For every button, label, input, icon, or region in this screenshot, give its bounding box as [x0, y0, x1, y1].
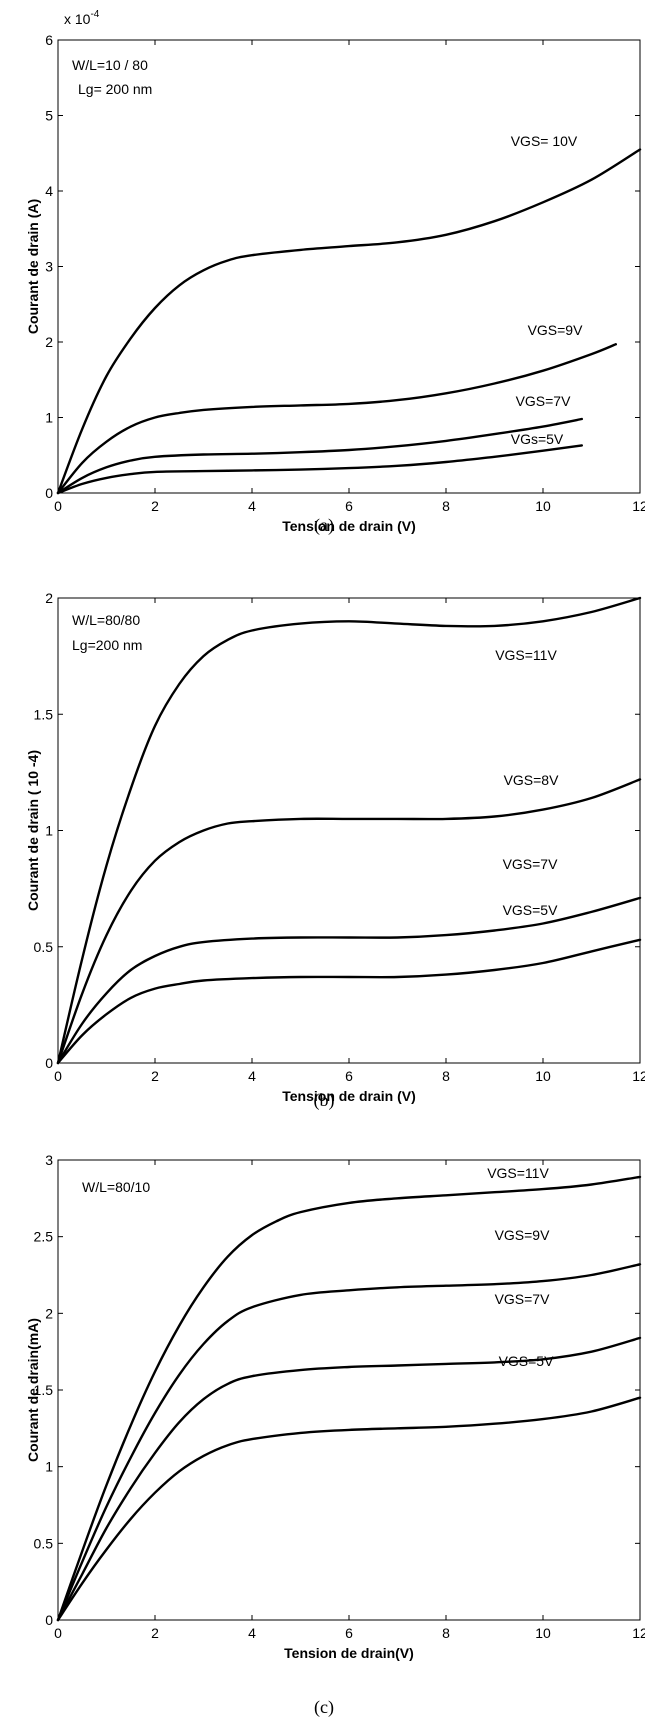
x-tick-label: 4	[248, 498, 256, 514]
series-label: VGS=8V	[504, 772, 560, 788]
x-tick-label: 0	[54, 1068, 62, 1084]
y-tick-label: 2.5	[34, 1229, 54, 1245]
y-tick-label: 1	[45, 823, 53, 839]
series-line-3	[56, 1336, 642, 1622]
y-tick-label: 2	[45, 590, 53, 606]
y-tick-label: 0	[45, 485, 53, 501]
x-tick-label: 8	[442, 498, 450, 514]
series-line-4	[56, 444, 583, 495]
series-line-1	[56, 1175, 642, 1622]
series-label: VGS=5V	[503, 902, 559, 918]
y-exponent-power: -4	[90, 9, 99, 20]
x-tick-label: 12	[632, 1068, 645, 1084]
x-tick-label: 10	[535, 1625, 551, 1641]
y-tick-label: 1	[45, 1459, 53, 1475]
series-label: VGS= 10V	[511, 133, 578, 149]
device-annotation: W/L=10 / 80	[72, 57, 148, 73]
series-line-2	[56, 343, 617, 495]
series-line-3	[56, 896, 642, 1065]
y-tick-label: 5	[45, 108, 53, 124]
x-axis-label: Tension de drain(V)	[284, 1645, 414, 1661]
series-line-2	[56, 1263, 642, 1622]
series-line-2	[56, 778, 642, 1065]
x-axis-label: Tension de drain (V)	[282, 518, 416, 534]
y-tick-label: 1.5	[34, 706, 54, 722]
y-exponent-label: x 10-4	[64, 9, 100, 27]
panel-caption: (c)	[314, 1697, 334, 1718]
y-axis-label: Courant de drain (A)	[25, 199, 41, 334]
series-line-4	[56, 938, 642, 1065]
x-tick-label: 4	[248, 1625, 256, 1641]
series-label: VGS=11V	[495, 647, 557, 663]
y-tick-label: 2	[45, 1305, 53, 1321]
series-line-1	[56, 596, 642, 1065]
y-axis-label: Courant de drain ( 10 -4)	[25, 750, 41, 911]
series-line-3	[56, 417, 583, 495]
x-tick-label: 12	[632, 1625, 645, 1641]
x-tick-label: 10	[535, 498, 551, 514]
plot-frame	[57, 597, 641, 1064]
x-tick-label: 6	[345, 1625, 353, 1641]
device-annotation: Lg=200 nm	[72, 637, 142, 653]
series-label: VGs=5V	[511, 431, 564, 447]
y-tick-label: 1	[45, 410, 53, 426]
x-tick-label: 12	[632, 498, 645, 514]
y-tick-label: 3	[45, 1152, 53, 1168]
y-tick-label: 0.5	[34, 939, 54, 955]
panel-caption: (a)	[314, 515, 334, 536]
y-tick-label: 0	[45, 1612, 53, 1628]
chart-panel-2: 0 2 4 6 8 10 12 0 0.5 1 1.5 2 Tension de drain (V) Co…	[25, 590, 645, 1111]
series-label: VGS=5V	[499, 1353, 555, 1369]
series-label: VGS=9V	[528, 322, 584, 338]
x-tick-label: 2	[151, 1625, 159, 1641]
device-annotation: Lg= 200 nm	[78, 81, 152, 97]
series-line-1	[56, 148, 642, 495]
series-label: VGS=7V	[495, 1291, 551, 1307]
y-tick-label: 6	[45, 32, 53, 48]
series-label: VGS=9V	[495, 1227, 551, 1243]
x-tick-label: 6	[345, 498, 353, 514]
x-tick-label: 0	[54, 1625, 62, 1641]
y-tick-label: 3	[45, 259, 53, 275]
y-axis-label: Courant de drain(mA)	[25, 1318, 41, 1462]
series-line-4	[56, 1396, 642, 1622]
x-tick-label: 8	[442, 1068, 450, 1084]
x-axis-label: Tension de drain (V)	[282, 1088, 416, 1104]
series-label: VGS=7V	[503, 856, 559, 872]
x-tick-label: 2	[151, 1068, 159, 1084]
x-tick-label: 8	[442, 1625, 450, 1641]
device-annotation: W/L=80/80	[72, 612, 140, 628]
series-label: VGS=11V	[487, 1165, 549, 1181]
x-tick-label: 6	[345, 1068, 353, 1084]
x-tick-label: 2	[151, 498, 159, 514]
x-tick-label: 4	[248, 1068, 256, 1084]
panel-caption: (b)	[314, 1090, 335, 1111]
y-tick-label: 0	[45, 1055, 53, 1071]
series-label: VGS=7V	[516, 393, 572, 409]
y-tick-label: 0.5	[34, 1535, 54, 1551]
y-tick-label: 1.5	[34, 1382, 54, 1398]
y-tick-label: 2	[45, 334, 53, 350]
x-tick-label: 0	[54, 498, 62, 514]
device-annotation: W/L=80/10	[82, 1179, 150, 1195]
y-tick-label: 4	[45, 183, 53, 199]
chart-panel-3: 0 2 4 6 8 10 12 0 0.5 1 1.5 2 2.5 3 Tension de drain(V…	[25, 1152, 645, 1718]
x-tick-label: 10	[535, 1068, 551, 1084]
